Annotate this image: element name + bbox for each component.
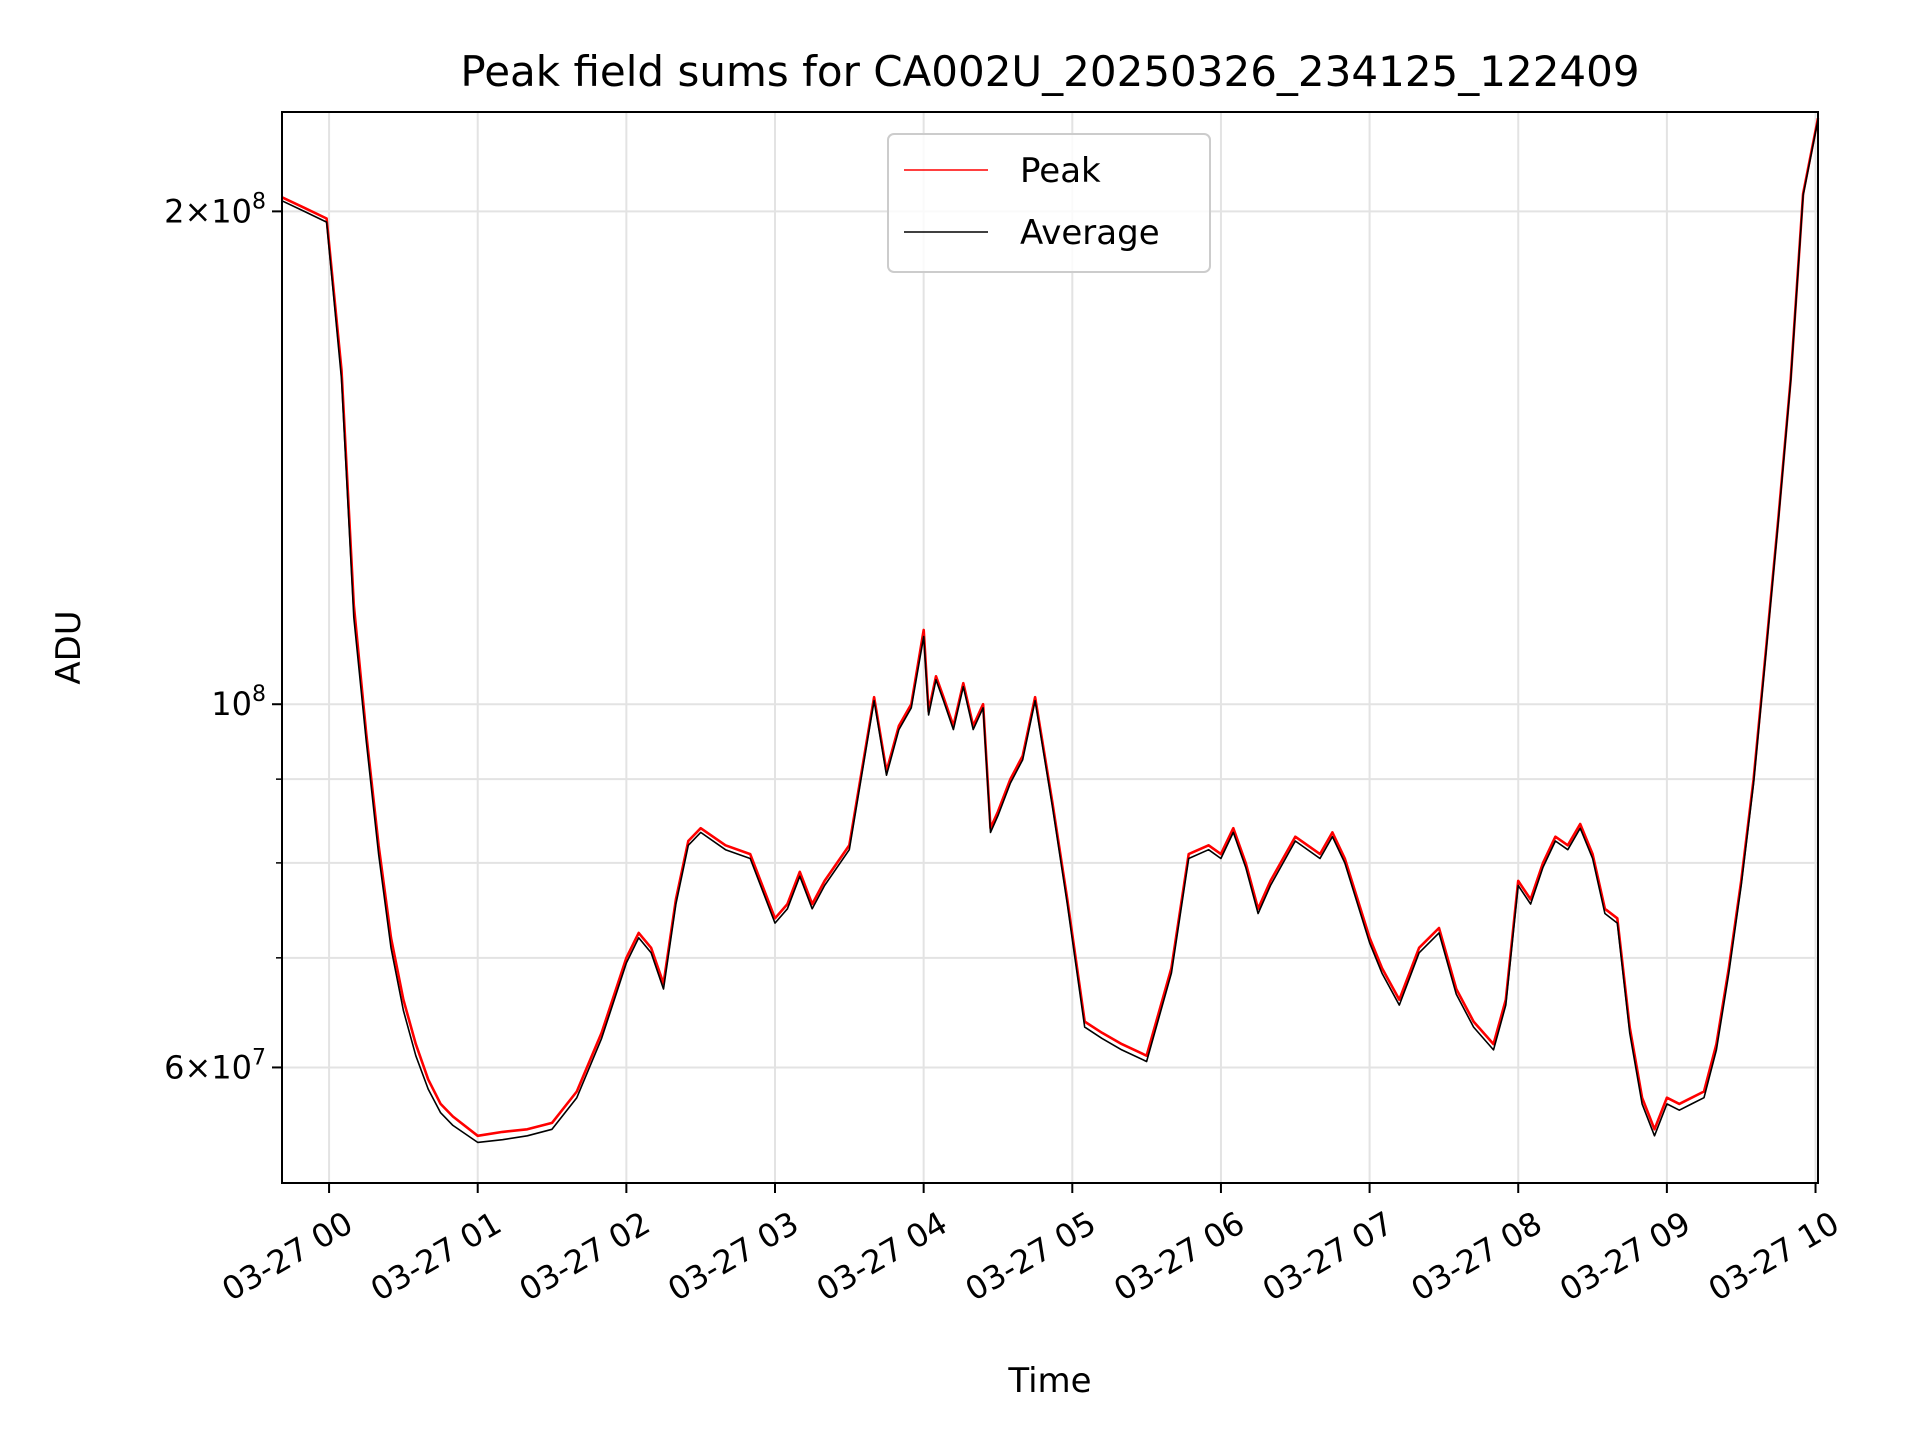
series-lines: [281, 117, 1820, 1144]
y-tick-label: 108: [211, 682, 266, 723]
legend-label-peak: Peak: [1020, 151, 1101, 191]
y-axis-label: ADU: [49, 610, 89, 684]
x-axis-label: Time: [1007, 1361, 1091, 1401]
y-tick-label: 2×108: [164, 189, 266, 230]
series-line-average: [281, 119, 1819, 1144]
plot-area-frame: [281, 111, 1819, 1184]
y-tick-label: 6×107: [164, 1045, 266, 1086]
legend-box: [887, 133, 1211, 273]
chart-title: Peak field sums for CA002U_20250326_2341…: [460, 47, 1639, 96]
legend: Peak Average: [887, 133, 1211, 273]
legend-label-average: Average: [1020, 213, 1160, 253]
